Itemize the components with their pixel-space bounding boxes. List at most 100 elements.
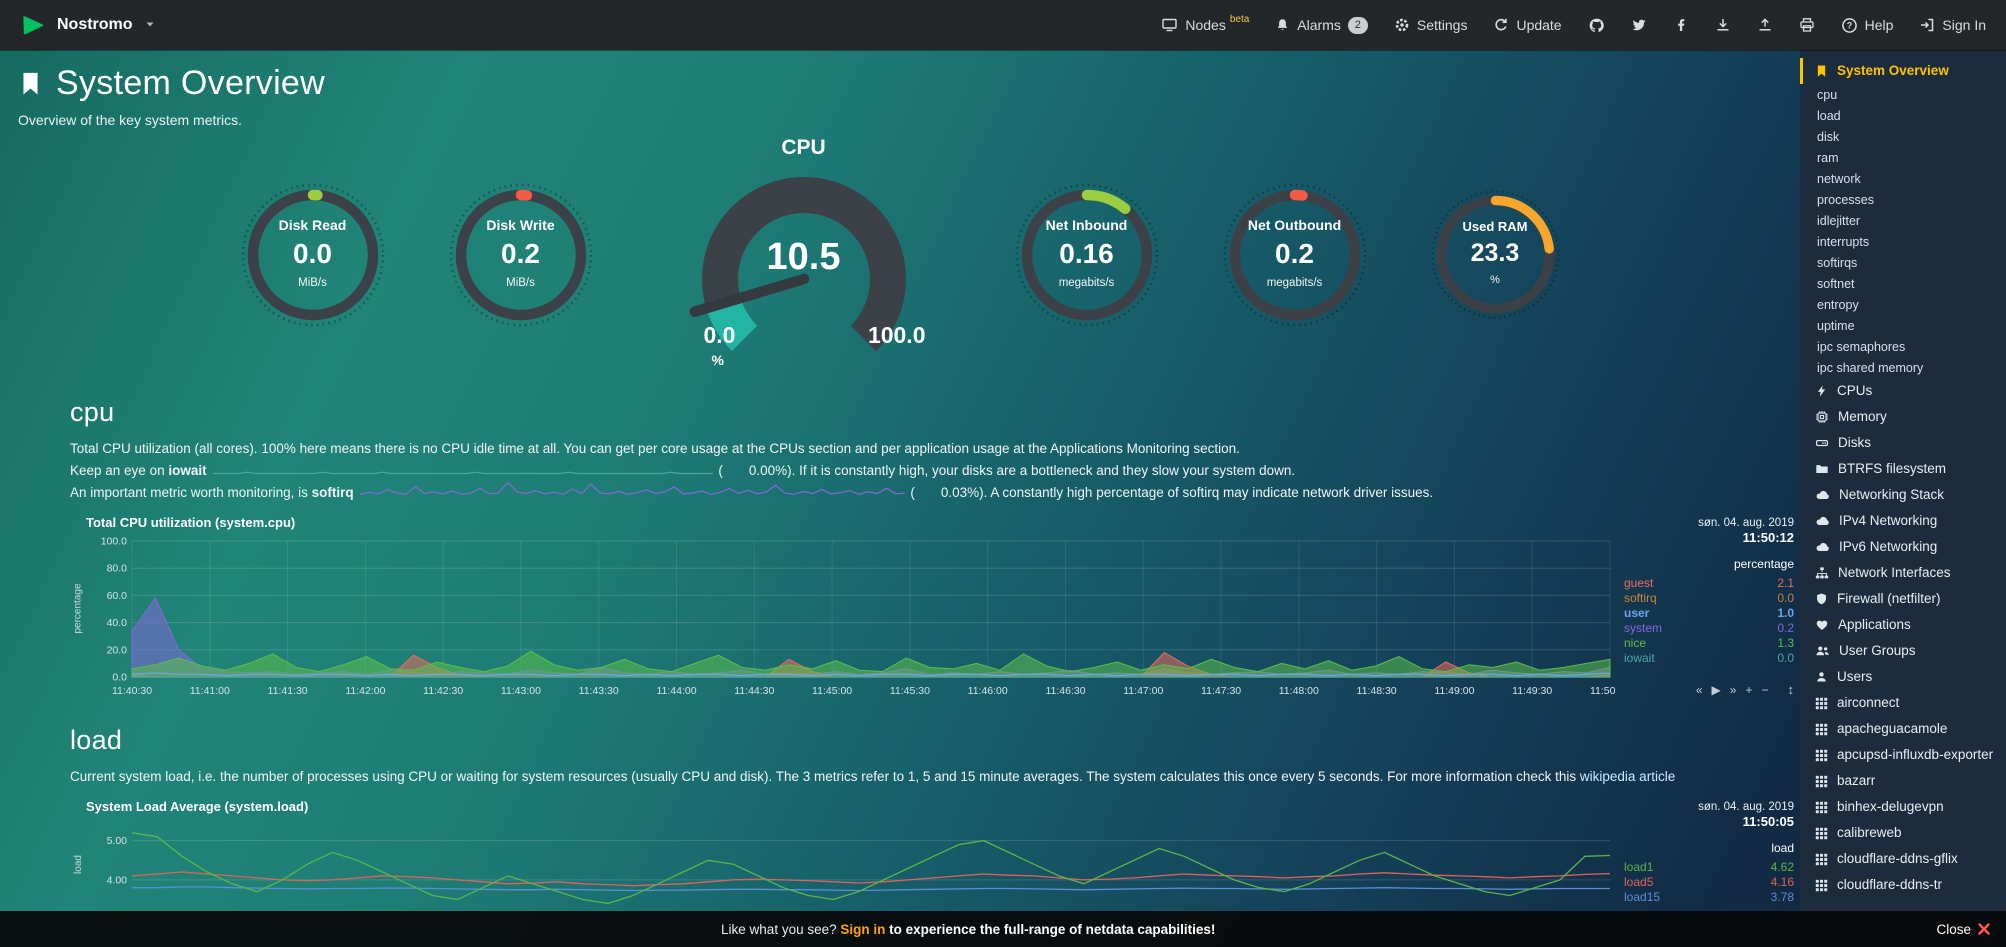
sidebar-item-user-groups[interactable]: User Groups (1800, 638, 2006, 664)
sidebar-item-btrfs-filesystem[interactable]: BTRFS filesystem (1800, 456, 2006, 482)
sidebar-item-cpu[interactable]: cpu (1800, 84, 2006, 105)
banner-close-button[interactable]: Close (1936, 922, 2006, 937)
nav-update-button[interactable]: Update (1493, 17, 1562, 33)
gauge-net-outbound[interactable]: Net Outbound 0.2 megabits/s (1220, 180, 1370, 330)
softirq-sparkline[interactable] (359, 481, 905, 503)
gauge-disk-write[interactable]: Disk Write 0.2 MiB/s (446, 180, 596, 330)
sidebar-item-network-interfaces[interactable]: Network Interfaces (1800, 560, 2006, 586)
sidebar-item-binhex-delugevpn[interactable]: binhex-delugevpn (1800, 794, 2006, 820)
upload-icon (1757, 17, 1773, 33)
sidebar-item-interrupts[interactable]: interrupts (1800, 231, 2006, 252)
legend-guest[interactable]: guest 2.1 (1624, 576, 1794, 591)
nav-download-button[interactable] (1715, 17, 1731, 33)
iowait-sparkline[interactable] (212, 459, 713, 481)
sidebar-item-label: network (1817, 171, 1861, 186)
legend-load15[interactable]: load15 3.78 (1624, 890, 1794, 905)
nav-facebook-button[interactable] (1673, 17, 1689, 33)
sidebar-item-cloudflare-ddns-gflix[interactable]: cloudflare-ddns-gflix (1800, 846, 2006, 872)
svg-text:11:49:00: 11:49:00 (1434, 685, 1474, 697)
nav-help-button[interactable]: ? Help (1841, 17, 1893, 34)
legend-softirq-value: 0.0 (1777, 591, 1794, 605)
gauge-net-inbound-ring (1015, 183, 1158, 326)
cpu-chart-title: Total CPU utilization (system.cpu) (86, 515, 296, 530)
sidebar-item-cloudflare-ddns-tr[interactable]: cloudflare-ddns-tr (1800, 872, 2006, 898)
chart-play-icon[interactable]: ▶ (1711, 682, 1721, 697)
cpu-description-softirq: An important metric worth monitoring, is… (70, 481, 1800, 503)
nav-twitter-button[interactable] (1631, 17, 1647, 33)
sidebar-item-users[interactable]: Users (1800, 664, 2006, 690)
nav-github-button[interactable] (1588, 17, 1605, 34)
gauge-net-inbound[interactable]: Net Inbound 0.16 megabits/s (1012, 180, 1162, 330)
sidebar-item-ipv4-networking[interactable]: IPv4 Networking (1800, 508, 2006, 534)
node-switcher[interactable]: Nostromo (20, 12, 155, 39)
legend-user[interactable]: user 1.0 (1624, 606, 1794, 621)
sidebar-item-applications[interactable]: Applications (1800, 612, 2006, 638)
grid-icon (1815, 723, 1828, 736)
chart-toolbox: « ▶ » + − ↕ (1624, 682, 1794, 701)
sidebar-item-uptime[interactable]: uptime (1800, 315, 2006, 336)
sidebar-item-cpus[interactable]: CPUs (1800, 378, 2006, 404)
nav-alarms-button[interactable]: Alarms 2 (1275, 16, 1368, 34)
chart-resize-icon[interactable]: ↕ (1787, 682, 1795, 697)
nav-print-button[interactable] (1799, 17, 1815, 33)
sidebar-item-label: apcupsd-influxdb-exporter (1837, 747, 1994, 762)
grid-icon (1815, 775, 1828, 788)
sidebar-item-label: cloudflare-ddns-tr (1837, 877, 1943, 892)
legend-user-name: user (1624, 606, 1650, 620)
shield-icon (1815, 592, 1828, 606)
cpu-chart-canvas[interactable]: 0.0 20.0 40.0 60.0 80.0 100.0 11:40:30 11:41:00… (86, 533, 1616, 701)
sidebar-item-firewall-netfilter[interactable]: Firewall (netfilter) (1800, 586, 2006, 612)
sidebar-item-system-overview[interactable]: System Overview (1800, 58, 2006, 84)
gauge-title: Net Inbound (1045, 216, 1128, 233)
wikipedia-link[interactable]: wikipedia article (1579, 769, 1676, 784)
sidebar-item-softirqs[interactable]: softirqs (1800, 252, 2006, 273)
sidebar-item-ipc-semaphores[interactable]: ipc semaphores (1800, 336, 2006, 357)
nav-settings-button[interactable]: Settings (1394, 17, 1467, 33)
sidebar-item-airconnect[interactable]: airconnect (1800, 690, 2006, 716)
iowait-keyword: iowait (168, 463, 207, 478)
legend-load1[interactable]: load1 4.62 (1624, 860, 1794, 875)
sidebar-item-ram[interactable]: ram (1800, 147, 2006, 168)
gauge-used-ram[interactable]: Used RAM 23.3 % (1428, 187, 1563, 322)
cpu-section-heading: cpu (70, 397, 115, 427)
gauge-disk-read[interactable]: Disk Read 0.0 MiB/s (238, 180, 388, 330)
legend-load5[interactable]: load5 4.16 (1624, 875, 1794, 890)
gauge-cpu[interactable]: CPU 10.5 0.0 100.0 % (654, 136, 954, 373)
chart-zoom-out-icon[interactable]: − (1761, 682, 1769, 697)
heart-icon (1815, 618, 1829, 632)
gauge-value: 0.16 (1059, 237, 1114, 269)
sidebar-item-load[interactable]: load (1800, 105, 2006, 126)
sidebar-item-idlejitter[interactable]: idlejitter (1800, 210, 2006, 231)
legend-iowait[interactable]: iowait 0.0 (1624, 651, 1794, 666)
sidebar-item-networking-stack[interactable]: Networking Stack (1800, 482, 2006, 508)
banner-signin-link[interactable]: Sign in (840, 921, 886, 937)
sidebar-item-ipv6-networking[interactable]: IPv6 Networking (1800, 534, 2006, 560)
sidebar-item-apacheguacamole[interactable]: apacheguacamole (1800, 716, 2006, 742)
sidebar-item-memory[interactable]: Memory (1800, 404, 2006, 430)
legend-softirq[interactable]: softirq 0.0 (1624, 591, 1794, 606)
chart-pan-forward-icon[interactable]: » (1729, 682, 1737, 697)
softirq-text-post: ). A constantly high percentage of softi… (979, 485, 1434, 500)
sidebar-item-disks[interactable]: Disks (1800, 430, 2006, 456)
cloud-icon (1815, 488, 1830, 502)
sidebar-item-bazarr[interactable]: bazarr (1800, 768, 2006, 794)
gauge-used-ram-ring (1430, 190, 1560, 319)
sidebar-item-ipc-shared-memory[interactable]: ipc shared memory (1800, 357, 2006, 378)
sidebar-item-apcupsd-influxdb-exporter[interactable]: apcupsd-influxdb-exporter (1800, 742, 2006, 768)
sidebar-item-processes[interactable]: processes (1800, 189, 2006, 210)
sidebar-item-disk[interactable]: disk (1800, 126, 2006, 147)
page-title: System Overview (56, 64, 325, 102)
nav-nodes-button[interactable]: Nodes beta (1161, 14, 1249, 33)
chart-pan-back-icon[interactable]: « (1695, 682, 1703, 697)
legend-nice[interactable]: nice 1.3 (1624, 636, 1794, 651)
nav-upload-button[interactable] (1757, 17, 1773, 33)
legend-system[interactable]: system 0.2 (1624, 621, 1794, 636)
sidebar-item-softnet[interactable]: softnet (1800, 273, 2006, 294)
sidebar-item-entropy[interactable]: entropy (1800, 294, 2006, 315)
sidebar-item-calibreweb[interactable]: calibreweb (1800, 820, 2006, 846)
chart-zoom-in-icon[interactable]: + (1745, 682, 1753, 697)
nav-signin-button[interactable]: Sign In (1919, 17, 1986, 33)
monitor-icon (1161, 17, 1178, 33)
sidebar-item-network[interactable]: network (1800, 168, 2006, 189)
page-header: System Overview Overview of the key syst… (0, 50, 1800, 128)
